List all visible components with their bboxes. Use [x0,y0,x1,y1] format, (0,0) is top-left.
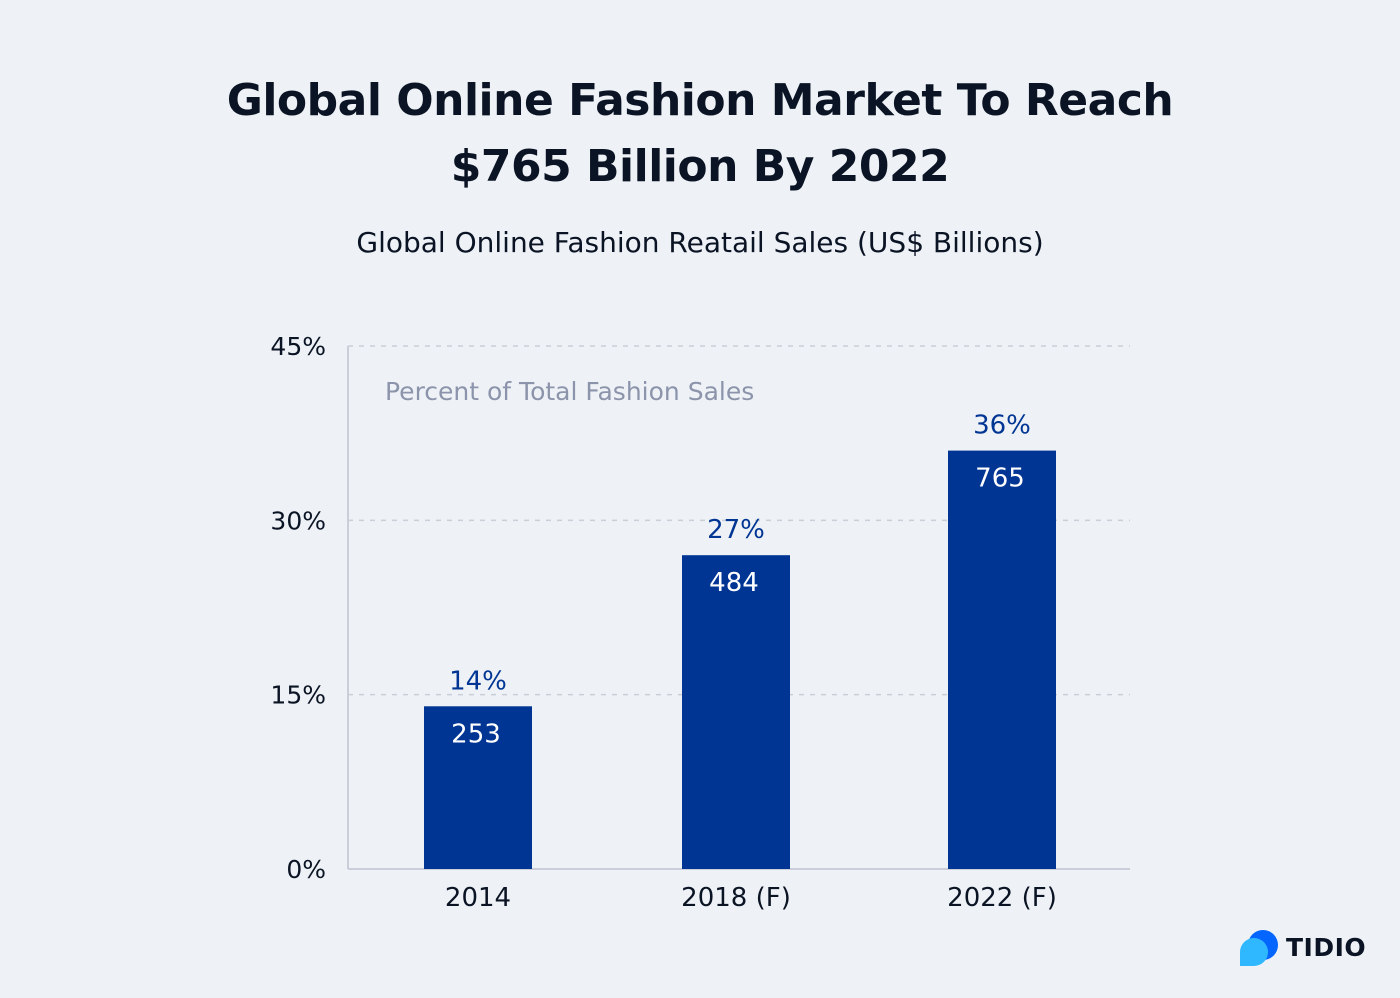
y-tick-label: 30% [270,506,326,535]
chart-annotation: Percent of Total Fashion Sales [385,377,754,406]
x-axis-labels: 2014 2018 (F) 2022 (F) [445,883,1057,913]
bar [682,555,790,869]
bar-percent-label: 27% [707,515,765,545]
chart-title: Global Online Fashion Market To Reach $7… [0,68,1400,200]
bar-labels: 14% 253 27% 484 36% 765 [449,411,1031,750]
tidio-chat-bubble-icon [1240,930,1278,966]
y-axis-labels: 45% 30% 15% 0% [270,332,326,884]
x-tick-label: 2018 (F) [681,883,791,913]
x-tick-label: 2022 (F) [947,883,1057,913]
bar-value-label: 253 [451,719,501,749]
chart-title-line-2: $765 Billion By 2022 [450,141,950,192]
bar-value-label: 484 [709,568,759,598]
bars [424,450,1056,869]
y-tick-label: 0% [286,855,326,884]
chart-subtitle: Global Online Fashion Reatail Sales (US$… [356,226,1044,259]
bar-value-label: 765 [975,464,1025,494]
bar [948,450,1056,869]
bar-percent-label: 14% [449,666,507,696]
chart-title-line-1: Global Online Fashion Market To Reach [226,75,1174,126]
x-tick-label: 2014 [445,883,511,913]
tidio-logo: TIDIO [1238,926,1368,970]
bar-percent-label: 36% [973,411,1031,441]
bar [424,706,532,869]
y-tick-label: 15% [270,681,326,710]
logo-text: TIDIO [1286,933,1367,962]
y-tick-label: 45% [270,332,326,361]
